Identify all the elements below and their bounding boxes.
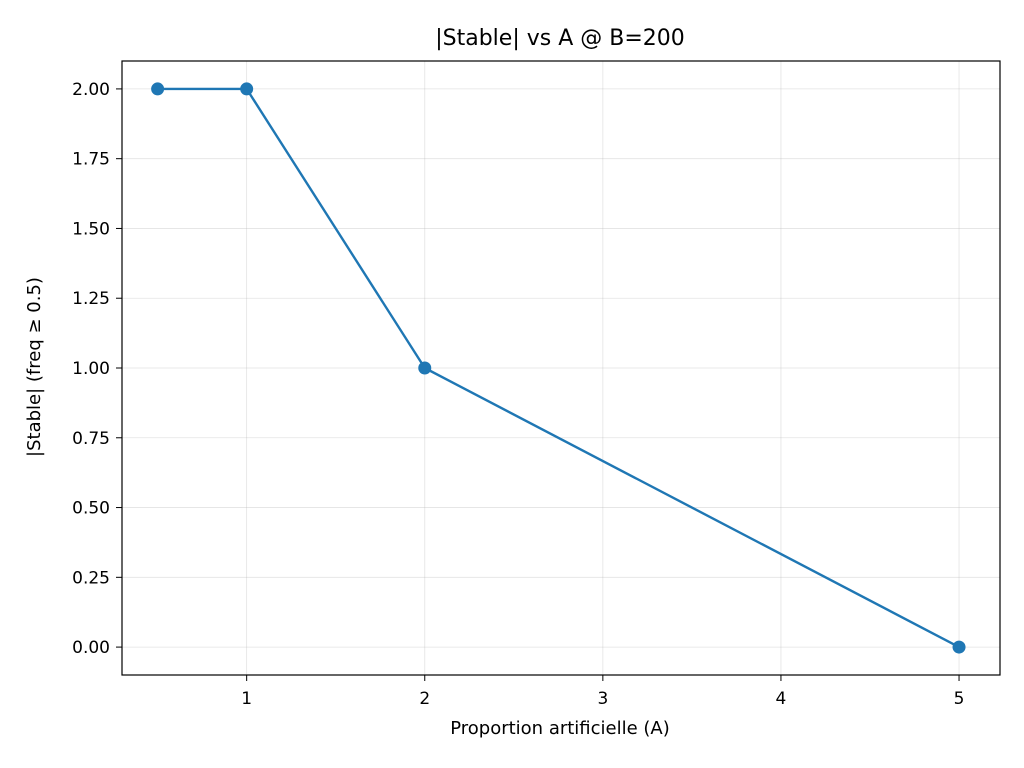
y-tick-label: 1.75 (72, 150, 110, 170)
grid (122, 61, 1000, 675)
series-line (157, 87, 960, 649)
data-point (952, 640, 966, 654)
series-group (151, 82, 966, 654)
x-tick-label: 1 (241, 689, 252, 709)
y-tick-label: 0.00 (72, 638, 110, 658)
x-tick-label: 2 (419, 689, 430, 709)
x-tick-label: 3 (597, 689, 608, 709)
data-point (240, 82, 254, 96)
data-point (151, 82, 165, 96)
data-point (418, 361, 432, 375)
chart-title: |Stable| vs A @ B=200 (435, 26, 685, 51)
plot-frame (121, 60, 1001, 676)
y-tick-label: 0.50 (72, 499, 110, 519)
y-tick-label: 0.25 (72, 568, 110, 588)
x-axis-ticks: 1 2 3 4 5 (241, 675, 964, 709)
y-tick-label: 2.00 (72, 80, 110, 100)
y-tick-label: 1.00 (72, 359, 110, 379)
y-axis-label: |Stable| (freq ≥ 0.5) (24, 277, 45, 457)
y-tick-label: 1.25 (72, 289, 110, 309)
y-axis-ticks: 0.00 0.25 0.50 0.75 1.00 1.25 1.50 1.75 2.00 (72, 80, 122, 658)
x-axis-label: Proportion artificielle (A) (450, 718, 670, 739)
x-tick-label: 5 (954, 689, 965, 709)
x-tick-label: 4 (776, 689, 787, 709)
y-tick-label: 1.50 (72, 219, 110, 239)
y-tick-label: 0.75 (72, 429, 110, 449)
